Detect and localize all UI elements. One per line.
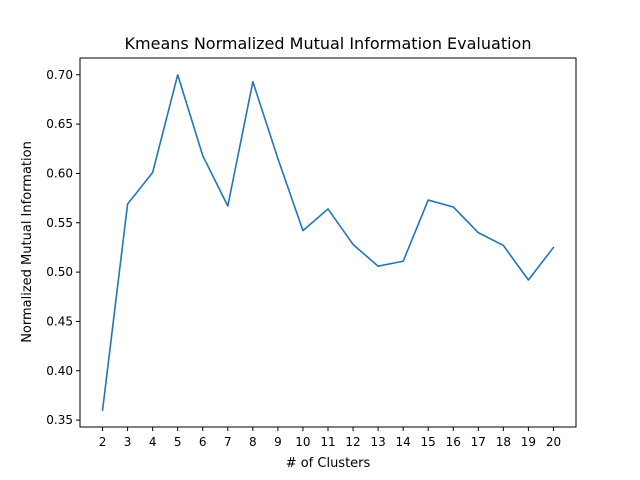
plot-frame — [79, 57, 577, 428]
y-tick-label: 0.65 — [46, 117, 73, 131]
x-tick-label: 3 — [124, 435, 132, 449]
x-axis-label: # of Clusters — [286, 456, 371, 471]
x-tick-label: 6 — [199, 435, 207, 449]
x-tick-label: 20 — [546, 435, 561, 449]
x-tick-label: 15 — [421, 435, 436, 449]
x-tick-label: 9 — [274, 435, 282, 449]
y-tick-label: 0.55 — [46, 216, 73, 230]
x-tick-label: 13 — [370, 435, 385, 449]
x-tick-label: 5 — [174, 435, 182, 449]
x-tick-label: 7 — [224, 435, 232, 449]
y-tick-label: 0.35 — [46, 413, 73, 427]
x-tick-label: 16 — [446, 435, 461, 449]
x-tick-label: 19 — [521, 435, 536, 449]
x-tick-label: 12 — [345, 435, 360, 449]
x-tick-label: 11 — [320, 435, 335, 449]
x-tick-label: 2 — [99, 435, 107, 449]
plot-series — [101, 73, 555, 412]
x-tick-label: 17 — [471, 435, 486, 449]
x-tick-label: 18 — [496, 435, 511, 449]
y-tick-label: 0.60 — [46, 166, 73, 180]
x-tick-label: 10 — [295, 435, 310, 449]
x-tick-label: 8 — [249, 435, 257, 449]
chart-title: Kmeans Normalized Mutual Information Eva… — [125, 34, 532, 53]
x-axis: 2 3 4 5 6 7 8 9 10 11 12 13 14 15 16 17 18 19 20 — [99, 427, 561, 449]
y-tick-label: 0.45 — [46, 314, 73, 328]
y-tick-label: 0.40 — [46, 364, 73, 378]
x-tick-label: 4 — [149, 435, 157, 449]
y-tick-label: 0.50 — [46, 265, 73, 279]
y-tick-label: 0.70 — [46, 68, 73, 82]
x-tick-label: 14 — [396, 435, 411, 449]
y-axis-label: Normalized Mutual Information — [20, 141, 35, 343]
y-axis: 0.35 0.40 0.45 0.50 0.55 0.60 0.65 0.70 — [46, 68, 80, 427]
series-line — [101, 73, 555, 412]
